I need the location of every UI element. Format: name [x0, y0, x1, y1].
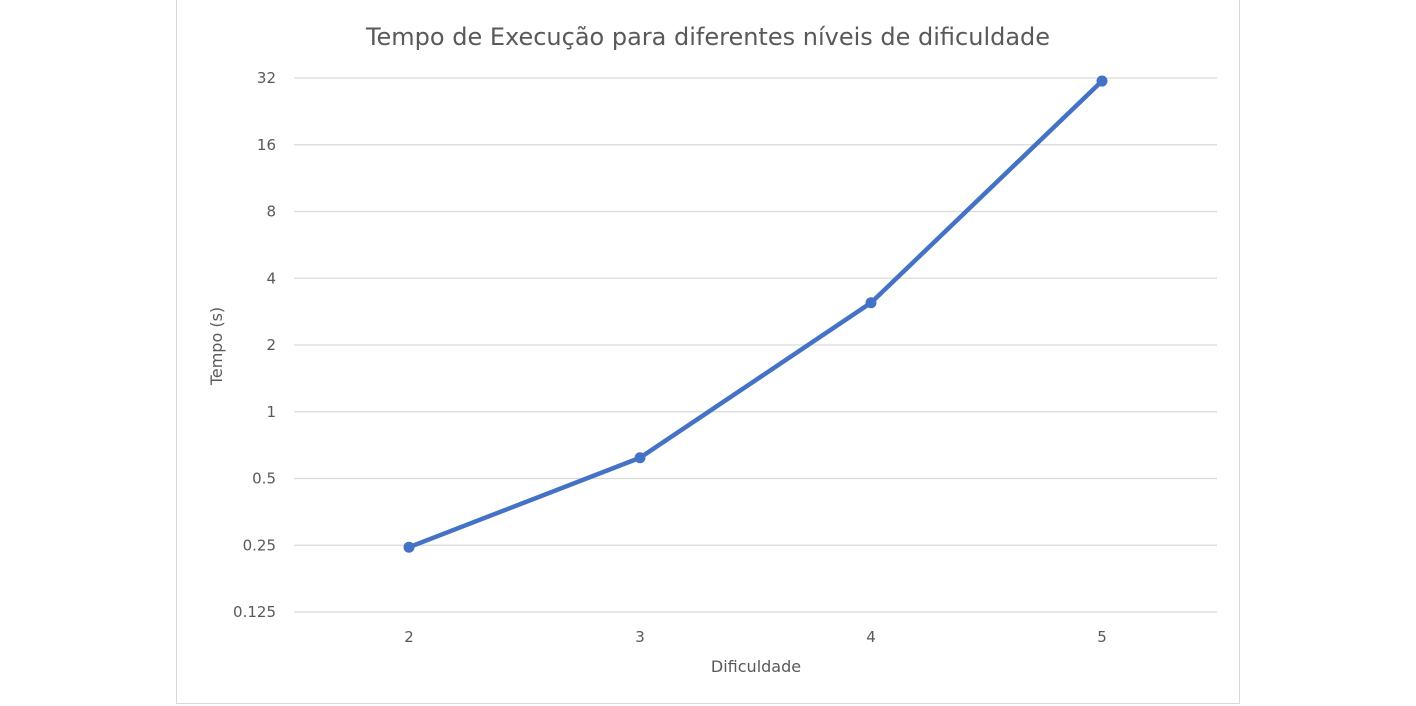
x-axis-label: Dificuldade — [711, 657, 801, 676]
y-tick-label: 1 — [266, 403, 276, 421]
grid-lines — [294, 77, 1217, 613]
data-point — [1096, 75, 1108, 87]
x-tick-label: 3 — [635, 628, 645, 646]
data-point — [634, 452, 646, 464]
x-axis-ticks: 2 3 4 5 — [404, 628, 1107, 646]
x-tick-label: 2 — [404, 628, 414, 646]
x-tick-label: 4 — [866, 628, 876, 646]
y-tick-label: 8 — [266, 203, 276, 221]
y-tick-label: 0.25 — [243, 536, 276, 554]
data-point — [865, 297, 877, 309]
y-tick-label: 4 — [266, 269, 276, 287]
y-axis-label: Tempo (s) — [207, 307, 226, 386]
chart-title: Tempo de Execução para diferentes níveis… — [365, 23, 1050, 51]
y-tick-label: 2 — [266, 336, 276, 354]
x-tick-label: 5 — [1097, 628, 1107, 646]
series-layer — [403, 75, 1108, 553]
y-axis-ticks: 0.125 0.25 0.5 1 2 4 8 16 32 — [233, 69, 276, 621]
series-line — [406, 78, 1105, 550]
y-tick-label: 0.125 — [233, 603, 276, 621]
data-point — [403, 541, 415, 553]
y-tick-label: 0.5 — [252, 470, 276, 488]
y-tick-label: 16 — [257, 136, 276, 154]
y-tick-label: 32 — [257, 69, 276, 87]
